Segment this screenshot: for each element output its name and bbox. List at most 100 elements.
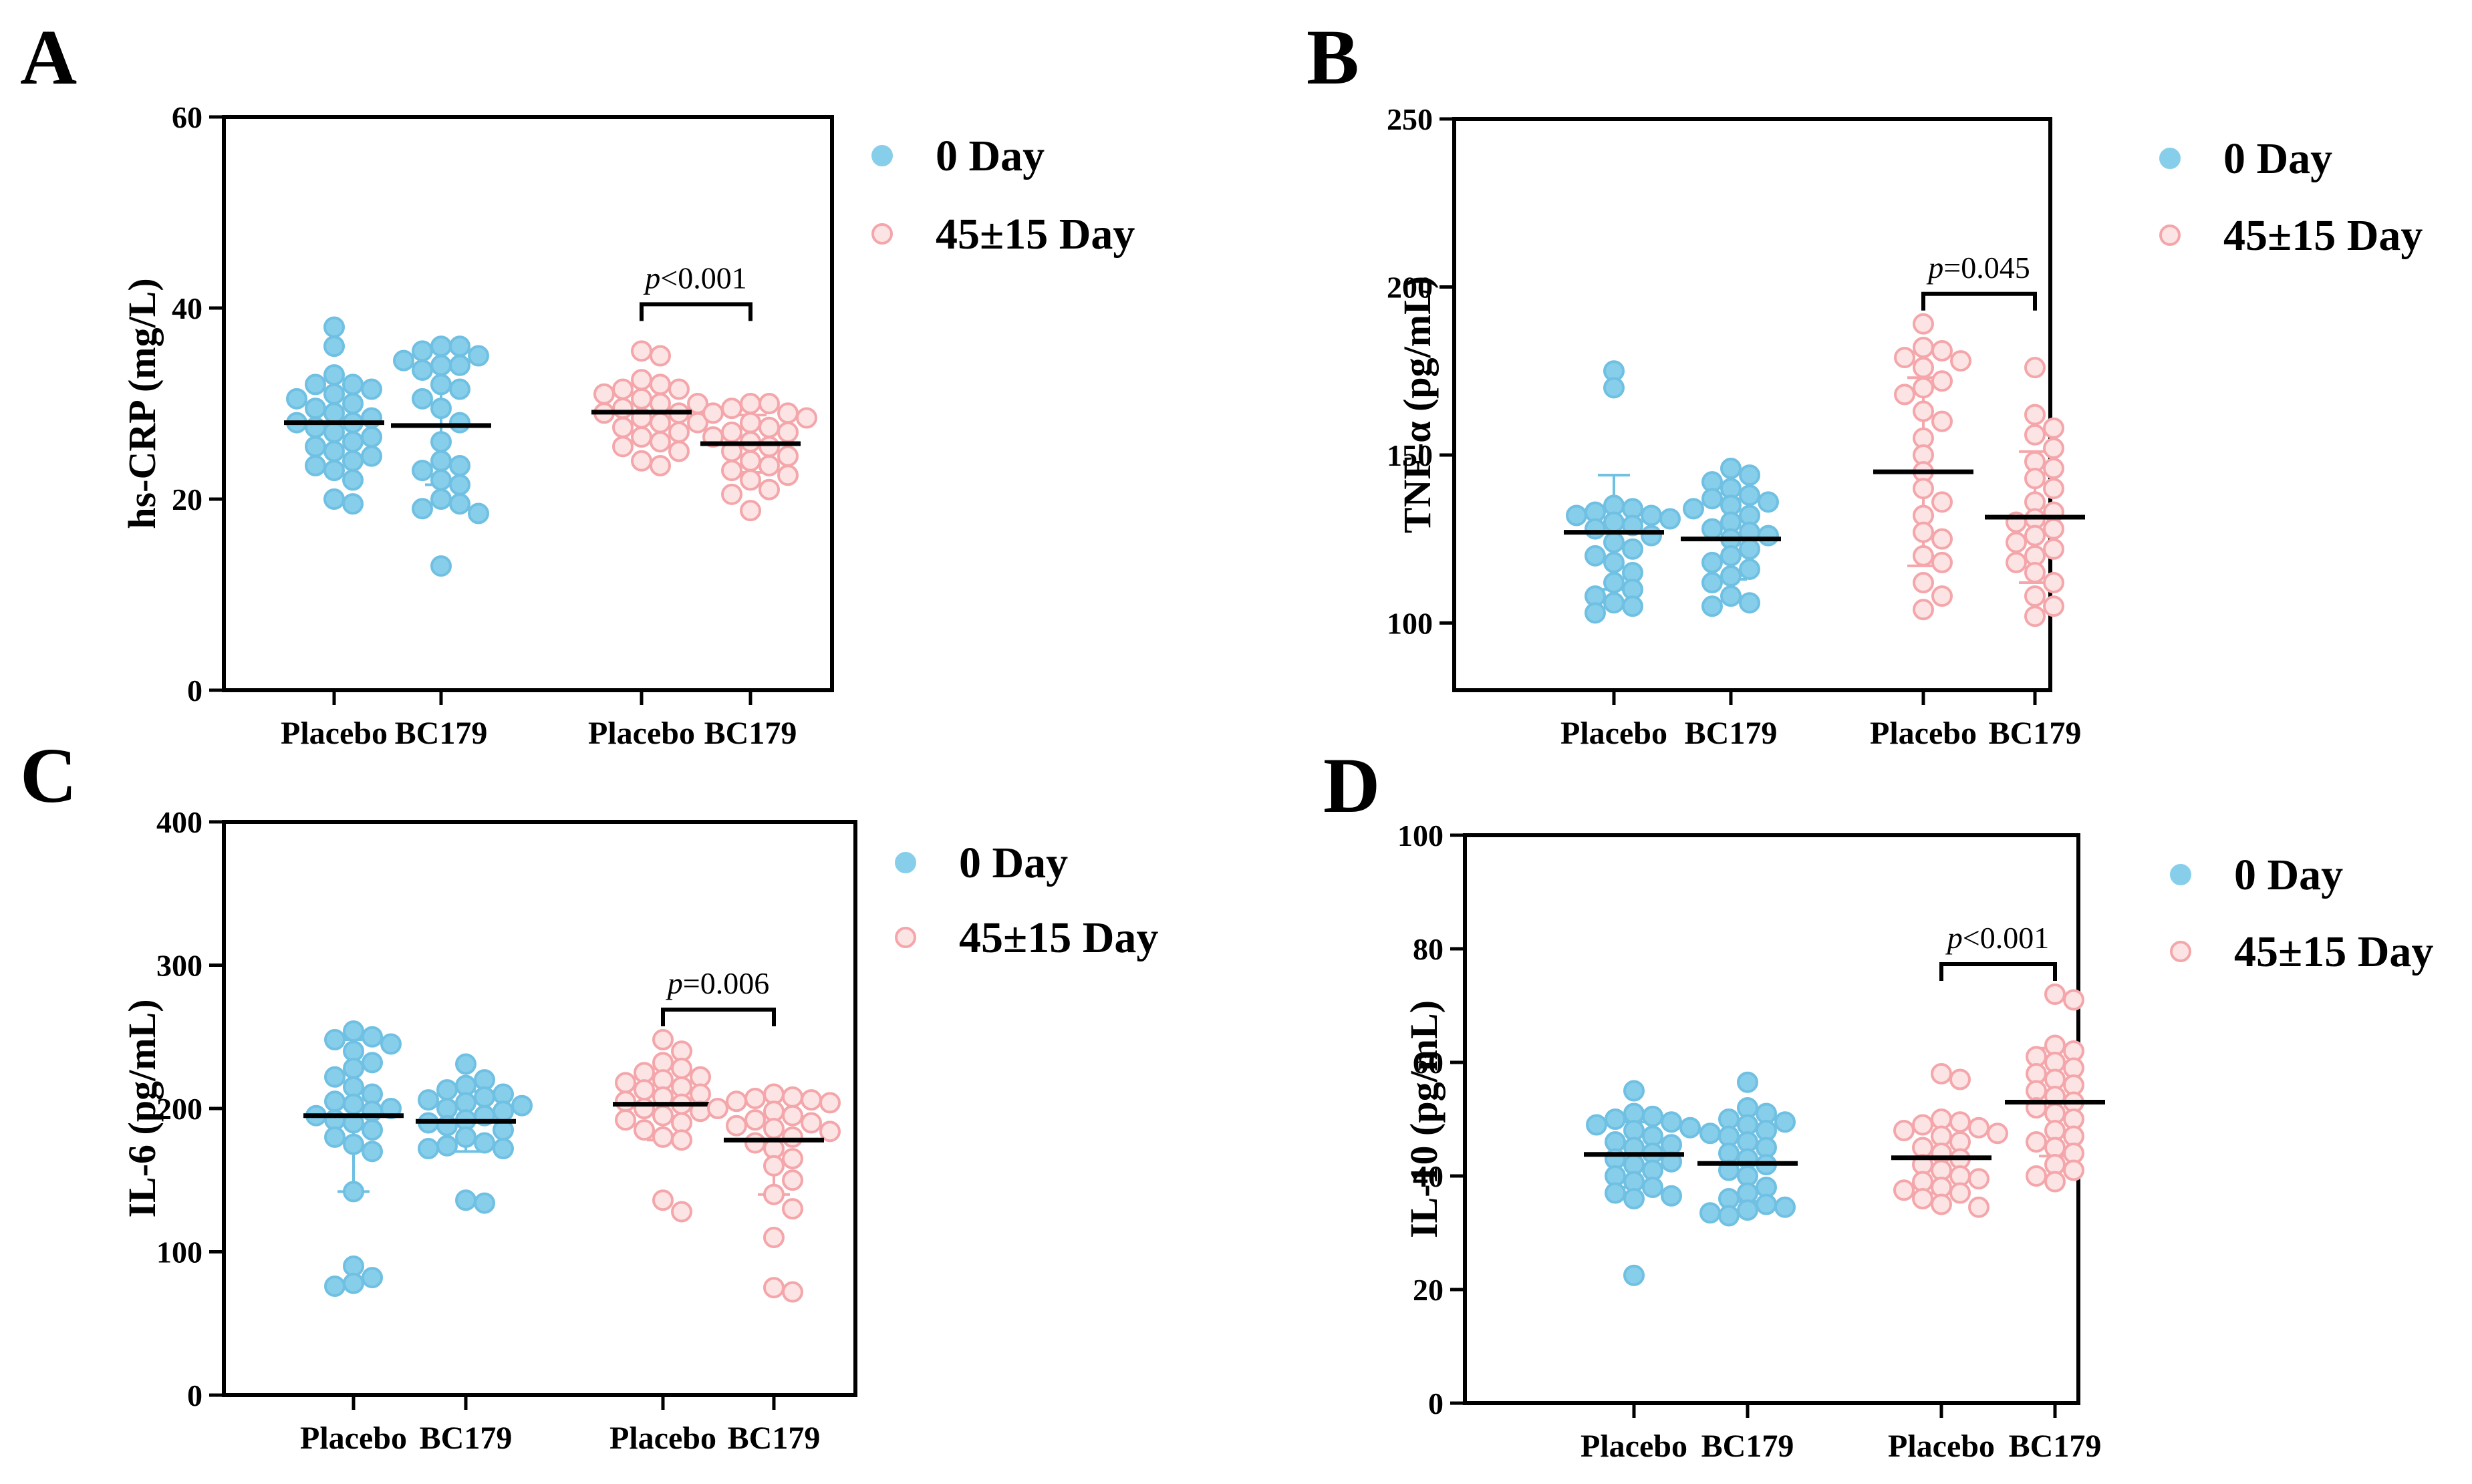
data-point xyxy=(343,1093,364,1115)
data-point xyxy=(650,454,671,476)
data-point xyxy=(707,1098,728,1119)
y-tick-label: 200 xyxy=(156,1092,202,1126)
data-point xyxy=(612,436,634,458)
data-point xyxy=(2024,404,2046,426)
data-point xyxy=(430,469,452,491)
data-point xyxy=(305,398,326,420)
legend-marker xyxy=(895,852,916,873)
y-tick-label: 400 xyxy=(156,805,202,839)
data-point xyxy=(671,1201,692,1223)
data-point xyxy=(759,416,780,438)
data-point xyxy=(1641,504,1662,527)
panel-label: B xyxy=(1307,13,1359,101)
legend-marker xyxy=(2159,148,2181,169)
y-tick-label: 100 xyxy=(1387,606,1433,640)
data-point xyxy=(455,1053,476,1075)
data-point xyxy=(721,483,742,505)
data-point xyxy=(1603,511,1625,533)
data-point xyxy=(1987,1123,2008,1145)
series-4 xyxy=(2005,984,2105,1193)
data-point xyxy=(324,1275,346,1297)
data-point xyxy=(744,1132,766,1154)
data-point xyxy=(511,1094,533,1117)
data-point xyxy=(1894,347,1915,369)
data-point xyxy=(1893,1179,1915,1201)
y-tick-label: 100 xyxy=(156,1235,202,1270)
data-point xyxy=(430,450,452,472)
data-point xyxy=(796,407,817,429)
data-point xyxy=(1661,1185,1682,1207)
data-point xyxy=(324,1066,346,1088)
data-point xyxy=(1603,531,1625,553)
y-tick-label: 300 xyxy=(156,949,202,983)
series-2 xyxy=(391,335,491,577)
y-tick-label: 0 xyxy=(187,1378,202,1413)
data-point xyxy=(436,1079,458,1101)
data-point xyxy=(1737,1071,1758,1093)
data-point xyxy=(763,1155,785,1177)
data-point xyxy=(1950,350,1971,372)
data-point xyxy=(1913,337,1934,358)
data-point xyxy=(1679,1117,1701,1139)
data-point xyxy=(1737,1199,1758,1221)
data-point xyxy=(449,454,470,476)
data-point xyxy=(2043,595,2064,617)
y-tick-label: 40 xyxy=(172,291,202,325)
data-point xyxy=(342,493,364,515)
x-category-label: BC179 xyxy=(1685,716,1778,751)
series-1 xyxy=(284,316,384,515)
data-point xyxy=(1913,377,1934,399)
data-point xyxy=(1701,572,1723,594)
data-point xyxy=(759,436,780,458)
data-point xyxy=(2024,468,2046,490)
data-point xyxy=(361,378,382,400)
series-4 xyxy=(700,393,817,522)
data-point xyxy=(1913,599,1934,621)
data-point xyxy=(493,1138,514,1160)
data-point xyxy=(323,316,345,338)
data-point xyxy=(1720,545,1742,567)
data-point xyxy=(634,1119,655,1141)
data-point xyxy=(650,431,671,453)
x-category-label: BC179 xyxy=(728,1421,821,1456)
x-category-label: BC179 xyxy=(420,1421,513,1456)
data-point xyxy=(449,412,470,434)
significance-bracket xyxy=(661,1008,776,1027)
data-point xyxy=(1683,498,1704,520)
data-point xyxy=(2043,518,2064,540)
data-point xyxy=(1968,1168,1989,1190)
legend-label: 0 Day xyxy=(2223,134,2332,183)
y-tick-label: 0 xyxy=(187,674,202,708)
data-point xyxy=(474,1086,495,1108)
data-point xyxy=(1659,508,1681,530)
data-point xyxy=(449,335,470,357)
x-category-label: Placebo xyxy=(1870,716,1977,751)
data-point xyxy=(1622,538,1643,560)
data-point xyxy=(1913,400,1934,422)
data-point xyxy=(449,493,470,515)
data-point xyxy=(1642,1177,1663,1198)
panel-label: A xyxy=(20,13,77,101)
data-point xyxy=(2043,572,2064,594)
data-point xyxy=(1739,592,1760,614)
data-point xyxy=(763,1227,785,1249)
data-point xyxy=(721,398,742,420)
series-2 xyxy=(416,1053,533,1214)
data-point xyxy=(721,460,742,482)
data-point xyxy=(612,416,634,438)
x-category-label: Placebo xyxy=(1560,716,1667,751)
data-point xyxy=(763,1277,785,1299)
data-point xyxy=(2024,357,2046,379)
series-3 xyxy=(1891,1063,2008,1218)
data-point xyxy=(615,1072,636,1094)
data-point xyxy=(650,412,671,434)
data-point xyxy=(612,398,634,420)
data-point xyxy=(342,393,364,414)
legend-label: 0 Day xyxy=(959,839,1068,887)
legend-label: 45±15 Day xyxy=(2234,927,2433,976)
data-point xyxy=(1699,1123,1721,1145)
significance-bracket xyxy=(1939,962,2057,981)
data-point xyxy=(305,454,326,476)
data-point xyxy=(1603,592,1625,614)
